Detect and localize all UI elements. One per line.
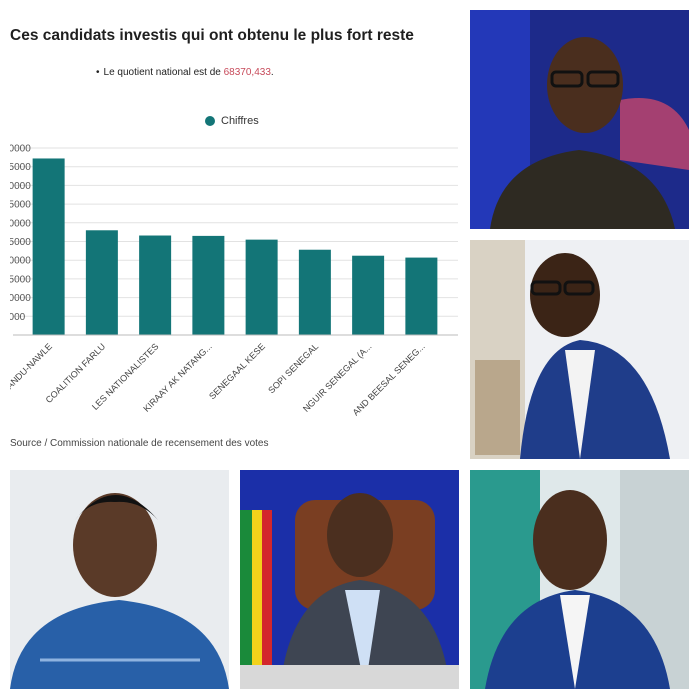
- y-tick-label: 45000: [10, 162, 31, 173]
- chart-panel: Ces candidats investis qui ont obtenu le…: [10, 10, 458, 458]
- x-tick-label: SOPI SENEGAL: [266, 341, 320, 395]
- y-tick-label: 25000: [10, 237, 31, 248]
- bar[interactable]: [32, 158, 65, 335]
- bar[interactable]: [245, 239, 278, 335]
- bar[interactable]: [405, 257, 438, 335]
- bar[interactable]: [192, 235, 225, 335]
- y-tick-label: 35000: [10, 200, 31, 211]
- photo-young-man-blue-tunic: [10, 470, 229, 689]
- photo-man-office-flag: [240, 470, 459, 689]
- y-tick-label: 10000: [10, 293, 31, 304]
- x-tick-label: COALITION FARLU: [44, 341, 108, 405]
- y-tick-label: 30000: [10, 218, 31, 229]
- y-tick-label: 40000: [10, 181, 31, 192]
- quotient-suffix: .: [270, 67, 274, 78]
- photo-man-glasses-blue-suit: [470, 240, 689, 459]
- y-tick-label: 20000: [10, 256, 31, 267]
- bullet-icon: •: [96, 67, 100, 78]
- quotient-note: • Le quotient national est de 68370,433.: [96, 67, 274, 78]
- y-tick-label: 5000: [10, 312, 26, 323]
- legend-dot-icon: [205, 116, 215, 126]
- photo-man-glasses-dark-tunic: [470, 10, 689, 229]
- bar[interactable]: [298, 249, 331, 335]
- photo-man-blue-suit-smiling: [470, 470, 689, 689]
- bar[interactable]: [139, 235, 172, 335]
- chart-title: Ces candidats investis qui ont obtenu le…: [10, 27, 414, 44]
- legend-label: Chiffres: [221, 115, 259, 127]
- x-tick-label: ANDU-NAWLE: [10, 341, 54, 391]
- bar[interactable]: [85, 230, 118, 335]
- bar[interactable]: [352, 255, 385, 335]
- chart-legend[interactable]: Chiffres: [205, 115, 259, 127]
- x-tick-label: SENEGAAL KESE: [207, 341, 267, 401]
- quotient-prefix: Le quotient national est de: [103, 67, 221, 78]
- quotient-value: 68370,433: [223, 67, 271, 78]
- y-tick-label: 15000: [10, 274, 31, 285]
- chart-source: Source / Commission nationale de recense…: [10, 438, 269, 449]
